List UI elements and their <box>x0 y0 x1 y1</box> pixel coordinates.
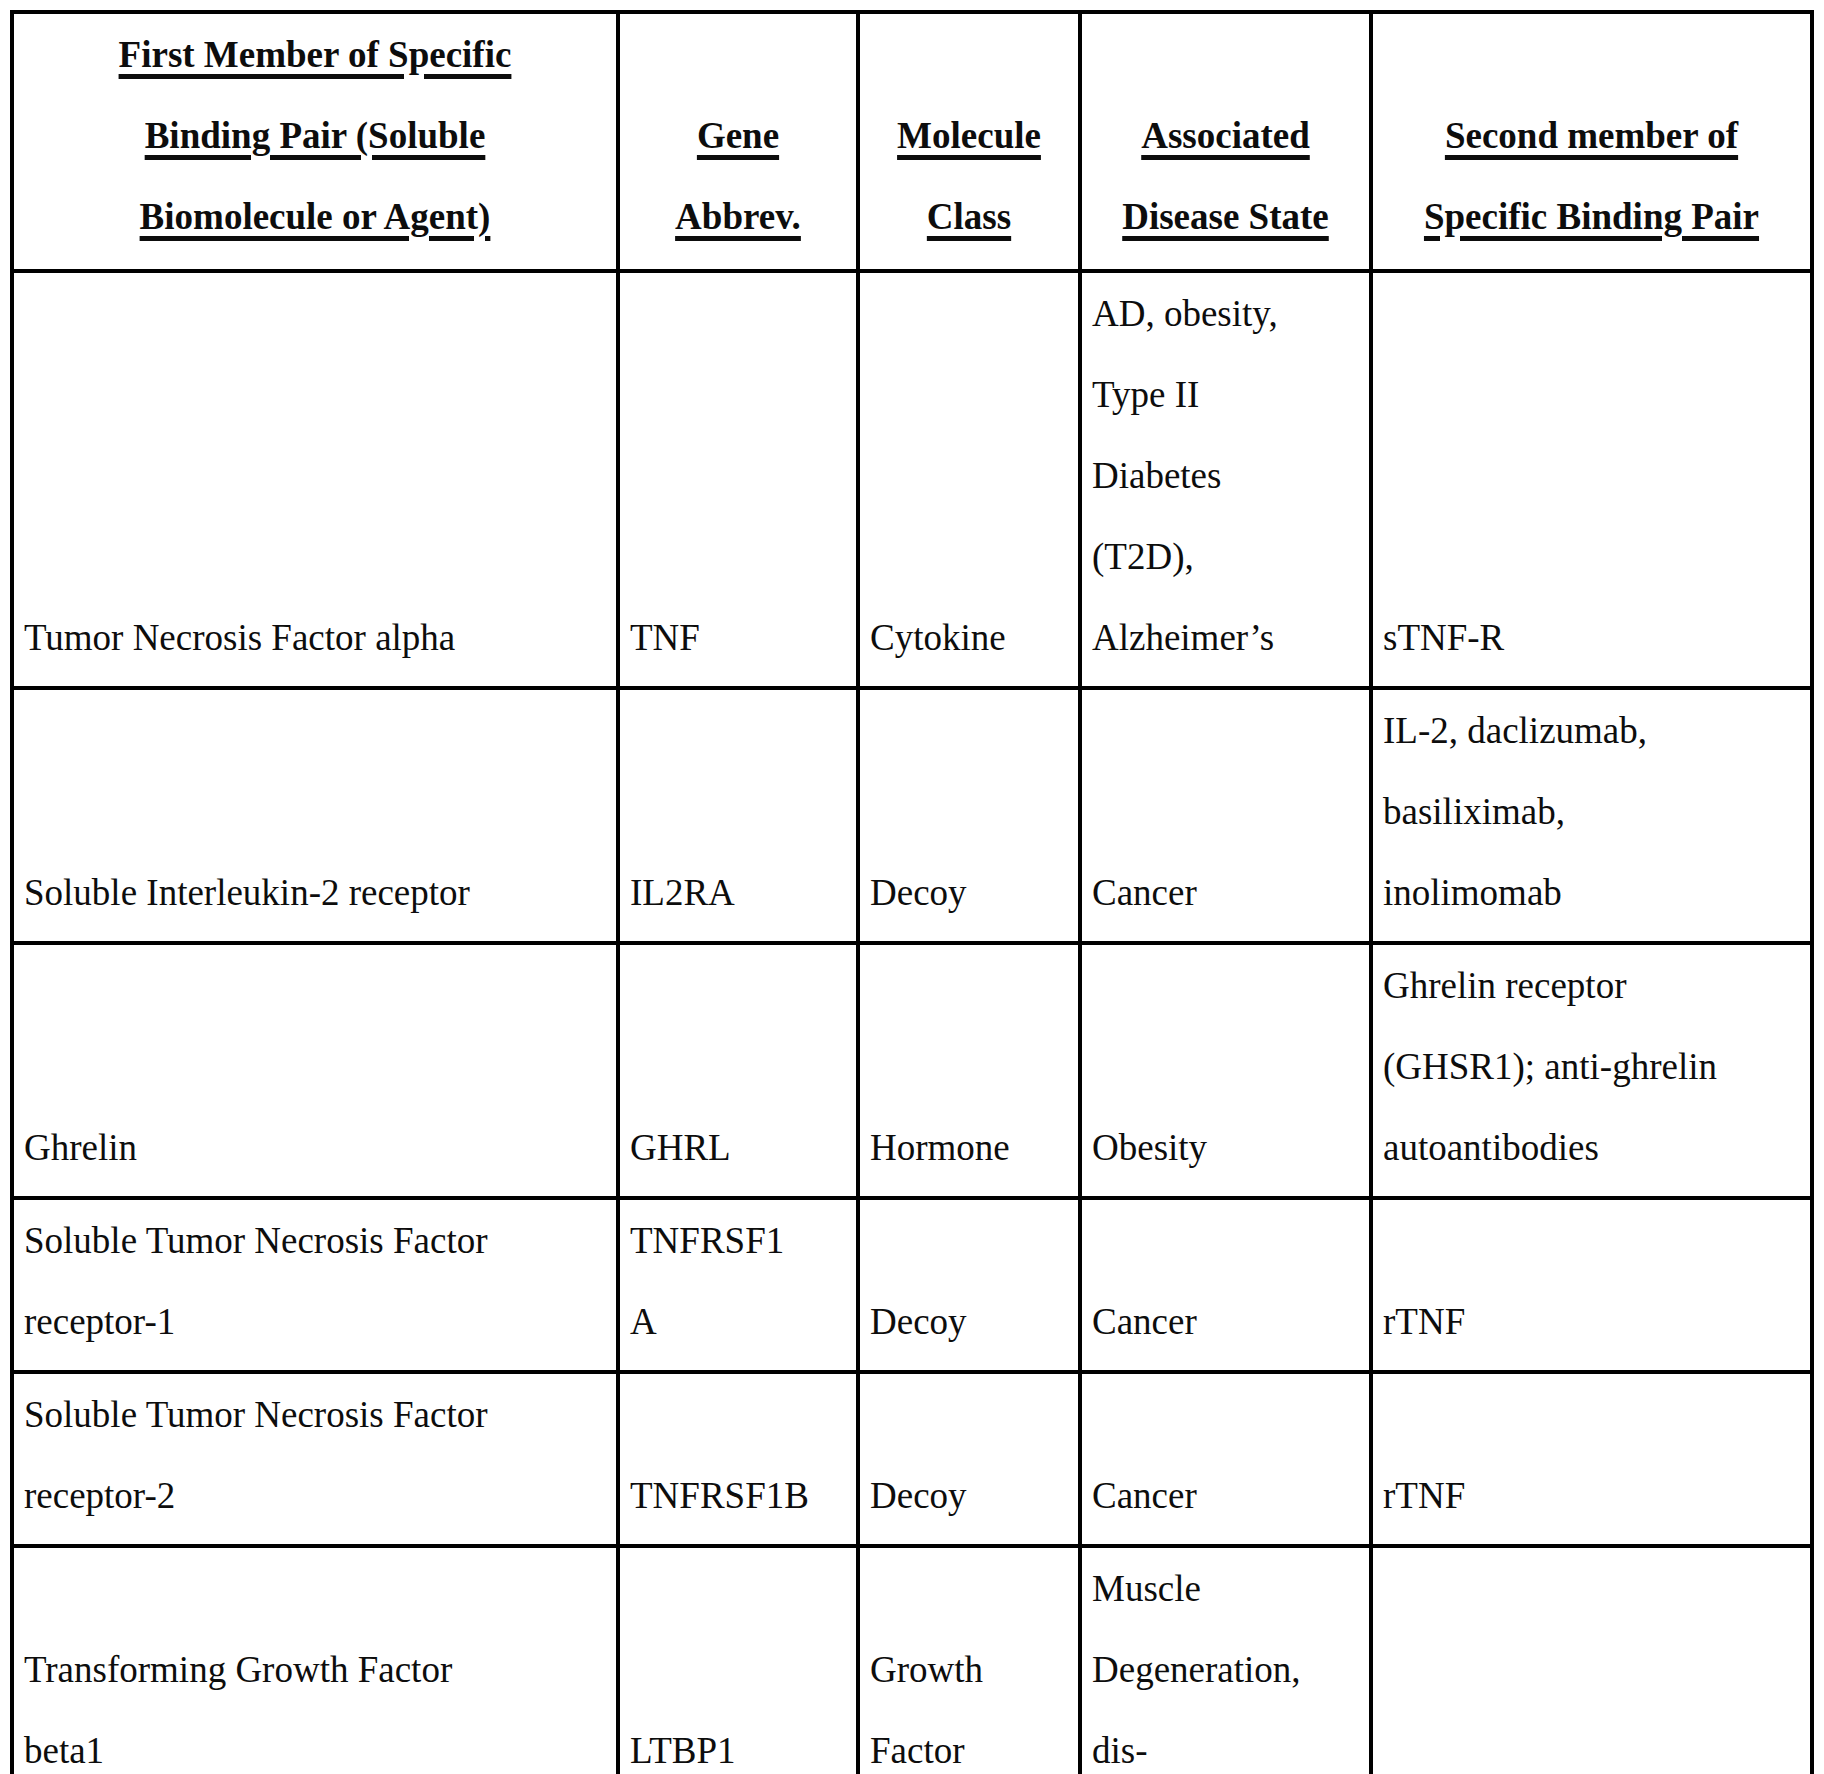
cell-molecule-class: Decoy <box>858 688 1080 943</box>
table-row: Soluble Interleukin-2 receptor IL2RA Dec… <box>12 688 1812 943</box>
cell-second-member: Ghrelin receptor (GHSR1); anti-ghrelin a… <box>1371 943 1812 1198</box>
cell-second-member: sTNF-R <box>1371 271 1812 688</box>
cell-disease-state: Obesity <box>1080 943 1371 1198</box>
cell-disease-state: Cancer <box>1080 688 1371 943</box>
cell-molecule-class: Decoy <box>858 1198 1080 1372</box>
table-row: Tumor Necrosis Factor alpha TNF Cytokine… <box>12 271 1812 688</box>
cell-gene-abbrev: TNF <box>618 271 858 688</box>
cell-gene-abbrev: GHRL <box>618 943 858 1198</box>
cell-molecule-class: Decoy <box>858 1372 1080 1546</box>
cell-disease-state: Muscle Degeneration, dis- <box>1080 1546 1371 1774</box>
cell-second-member: rTNF <box>1371 1372 1812 1546</box>
column-header-disease-state: Associated Disease State <box>1080 12 1371 271</box>
cell-gene-abbrev: IL2RA <box>618 688 858 943</box>
cell-molecule-class: Hormone <box>858 943 1080 1198</box>
binding-pair-table: First Member of Specific Binding Pair (S… <box>10 10 1814 1774</box>
document-page: First Member of Specific Binding Pair (S… <box>0 0 1824 1774</box>
cell-disease-state: Cancer <box>1080 1372 1371 1546</box>
cell-gene-abbrev: TNFRSF1 A <box>618 1198 858 1372</box>
column-header-second-member: Second member of Specific Binding Pair <box>1371 12 1812 271</box>
cell-first-member: Transforming Growth Factor beta1 <box>12 1546 618 1774</box>
header-row: First Member of Specific Binding Pair (S… <box>12 12 1812 271</box>
cell-disease-state: AD, obesity, Type II Diabetes (T2D), Alz… <box>1080 271 1371 688</box>
cell-second-member: rTNF <box>1371 1198 1812 1372</box>
column-header-gene-abbrev: Gene Abbrev. <box>618 12 858 271</box>
cell-molecule-class: Growth Factor <box>858 1546 1080 1774</box>
table-row: Soluble Tumor Necrosis Factor receptor-1… <box>12 1198 1812 1372</box>
table-row: Soluble Tumor Necrosis Factor receptor-2… <box>12 1372 1812 1546</box>
cell-gene-abbrev: LTBP1 <box>618 1546 858 1774</box>
column-header-molecule-class: Molecule Class <box>858 12 1080 271</box>
cell-first-member: Tumor Necrosis Factor alpha <box>12 271 618 688</box>
cell-first-member: Soluble Tumor Necrosis Factor receptor-2 <box>12 1372 618 1546</box>
table-row: Ghrelin GHRL Hormone Obesity Ghrelin rec… <box>12 943 1812 1198</box>
cell-molecule-class: Cytokine <box>858 271 1080 688</box>
cell-first-member: Soluble Tumor Necrosis Factor receptor-1 <box>12 1198 618 1372</box>
column-header-first-member: First Member of Specific Binding Pair (S… <box>12 12 618 271</box>
cell-first-member: Soluble Interleukin-2 receptor <box>12 688 618 943</box>
cell-gene-abbrev: TNFRSF1B <box>618 1372 858 1546</box>
table-row: Transforming Growth Factor beta1 LTBP1 G… <box>12 1546 1812 1774</box>
cell-first-member: Ghrelin <box>12 943 618 1198</box>
cell-second-member <box>1371 1546 1812 1774</box>
cell-second-member: IL-2, daclizumab, basiliximab, inolimoma… <box>1371 688 1812 943</box>
cell-disease-state: Cancer <box>1080 1198 1371 1372</box>
